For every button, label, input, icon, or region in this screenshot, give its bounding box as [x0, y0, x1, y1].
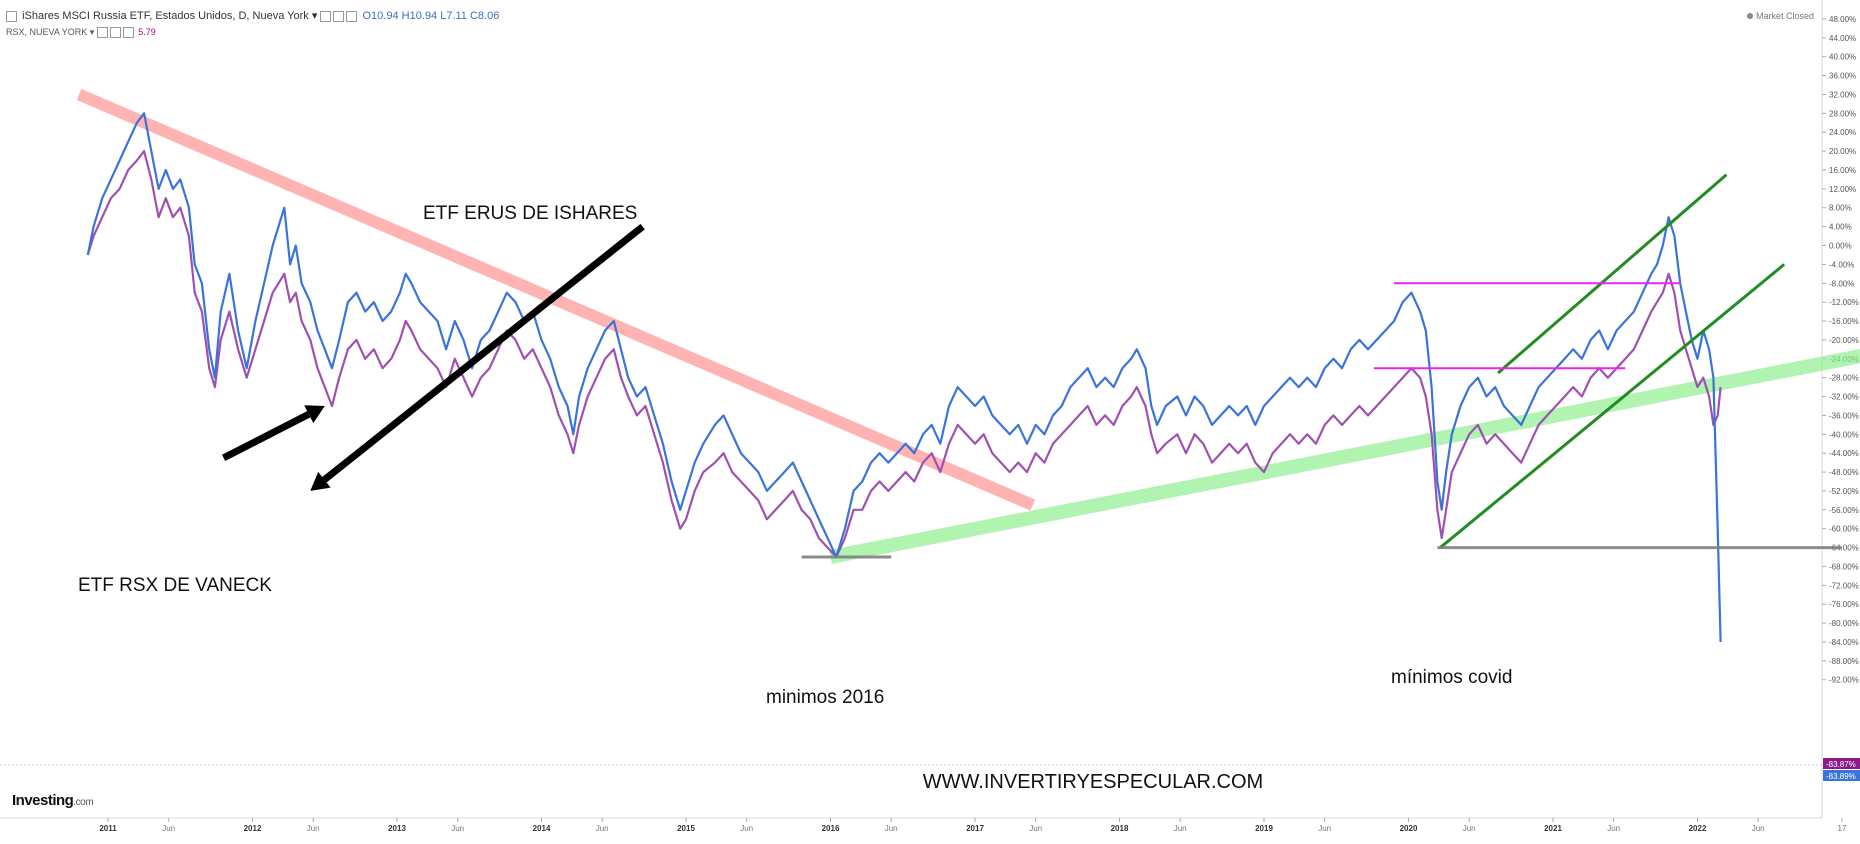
annotation-erus: ETF ERUS DE ISHARES: [423, 203, 637, 224]
x-tick-label: 2013: [388, 824, 406, 833]
x-tick-label: Jun: [596, 824, 609, 833]
y-tick-label: 36.00%: [1829, 72, 1856, 81]
hide-icon[interactable]: [333, 11, 344, 22]
x-tick-label: Jun: [1029, 824, 1042, 833]
y-tick-label: 24.00%: [1829, 128, 1856, 137]
instrument-title: iShares MSCI Russia ETF, Estados Unidos,…: [22, 10, 309, 22]
y-tick-label: -32.00%: [1829, 393, 1859, 402]
y-tick-label: -20.00%: [1829, 336, 1859, 345]
settings-icon[interactable]: [97, 27, 108, 38]
y-tick-label: -44.00%: [1829, 449, 1859, 458]
brand-logo[interactable]: Investing.com: [12, 792, 93, 809]
dropdown-caret-icon[interactable]: ▾: [90, 27, 97, 37]
drawing-channel-lower[interactable]: [1440, 264, 1784, 547]
y-tick-label: 44.00%: [1829, 34, 1856, 43]
y-tick-label: 32.00%: [1829, 90, 1856, 99]
y-tick-label: -48.00%: [1829, 468, 1859, 477]
close-icon[interactable]: [346, 11, 357, 22]
x-tick-label: 2018: [1111, 824, 1129, 833]
close-icon[interactable]: [123, 27, 134, 38]
dropdown-caret-icon[interactable]: ▾: [312, 10, 321, 22]
x-tick-label: 2011: [99, 824, 117, 833]
y-tick-label: 40.00%: [1829, 53, 1856, 62]
y-tick-label: -68.00%: [1829, 562, 1859, 571]
x-tick-label: 2020: [1400, 824, 1418, 833]
price-label-text: -83.87%: [1826, 760, 1856, 769]
x-tick-label: Jun: [740, 824, 753, 833]
drawing-arrow-rsx[interactable]: [224, 414, 309, 458]
y-tick-label: 28.00%: [1829, 109, 1856, 118]
settings-icon[interactable]: [320, 11, 331, 22]
market-status: Market Closed: [1747, 11, 1814, 21]
y-tick-label: -28.00%: [1829, 374, 1859, 383]
y-tick-label: -72.00%: [1829, 581, 1859, 590]
x-tick-label: 2017: [966, 824, 984, 833]
annotation-mincovid: mínimos covid: [1391, 667, 1512, 688]
x-tick-label: Jun: [451, 824, 464, 833]
y-tick-label: 16.00%: [1829, 166, 1856, 175]
x-tick-label: Jun: [1607, 824, 1620, 833]
y-tick-label: 20.00%: [1829, 147, 1856, 156]
compare-series-label: RSX, NUEVA YORK: [6, 27, 87, 37]
y-tick-label: -92.00%: [1829, 676, 1859, 685]
x-tick-label: 2015: [677, 824, 695, 833]
hide-icon[interactable]: [110, 27, 121, 38]
y-tick-label: -4.00%: [1829, 260, 1854, 269]
x-tick-label: Jun: [1318, 824, 1331, 833]
watermark-text: WWW.INVERTIRYESPECULAR.COM: [923, 771, 1263, 793]
x-tick-label: 2019: [1255, 824, 1273, 833]
brand-name: Investing: [12, 792, 73, 809]
series-line-erus[interactable]: [88, 113, 1721, 642]
x-tick-label: 2021: [1544, 824, 1562, 833]
x-tick-label: Jun: [307, 824, 320, 833]
y-tick-label: 12.00%: [1829, 185, 1856, 194]
annotation-rsx: ETF RSX DE VANECK: [78, 575, 272, 596]
x-tick-label: 2012: [244, 824, 262, 833]
ohlc-close: C8.06: [470, 10, 499, 22]
x-tick-label: 2014: [533, 824, 551, 833]
market-status-text: Market Closed: [1756, 11, 1814, 21]
y-tick-label: -12.00%: [1829, 298, 1859, 307]
collapse-icon[interactable]: [6, 11, 17, 22]
x-tick-label: Jun: [1174, 824, 1187, 833]
chart-header: iShares MSCI Russia ETF, Estados Unidos,…: [6, 9, 499, 22]
y-tick-label: -16.00%: [1829, 317, 1859, 326]
x-tick-label: 17: [1838, 824, 1847, 833]
y-tick-label: -80.00%: [1829, 619, 1859, 628]
y-tick-label: 8.00%: [1829, 204, 1852, 213]
ohlc-low: L7.11: [440, 10, 467, 22]
brand-suffix: .com: [73, 797, 93, 808]
ohlc-open: O10.94: [363, 10, 399, 22]
annotation-min2016: minimos 2016: [766, 687, 884, 708]
y-tick-label: -88.00%: [1829, 657, 1859, 666]
x-tick-label: 2022: [1689, 824, 1707, 833]
x-tick-label: Jun: [162, 824, 175, 833]
y-tick-label: -52.00%: [1829, 487, 1859, 496]
ohlc-high: H10.94: [402, 10, 437, 22]
y-tick-label: -84.00%: [1829, 638, 1859, 647]
compare-series-header: RSX, NUEVA YORK ▾ 5.79: [6, 27, 156, 38]
y-tick-label: -60.00%: [1829, 525, 1859, 534]
x-tick-label: Jun: [1752, 824, 1765, 833]
compare-series-value: 5.79: [138, 27, 156, 37]
status-dot-icon: [1747, 13, 1753, 19]
price-label-text: -83.89%: [1826, 772, 1856, 781]
y-tick-label: -56.00%: [1829, 506, 1859, 515]
y-tick-label: -8.00%: [1829, 279, 1854, 288]
y-tick-label: 4.00%: [1829, 223, 1852, 232]
y-tick-label: -36.00%: [1829, 411, 1859, 420]
x-tick-label: Jun: [1463, 824, 1476, 833]
series-line-rsx[interactable]: [88, 151, 1721, 557]
y-tick-label: -40.00%: [1829, 430, 1859, 439]
y-tick-label: 0.00%: [1829, 242, 1852, 251]
x-tick-label: Jun: [885, 824, 898, 833]
y-tick-label: -76.00%: [1829, 600, 1859, 609]
y-tick-label: 48.00%: [1829, 15, 1856, 24]
x-tick-label: 2016: [822, 824, 840, 833]
